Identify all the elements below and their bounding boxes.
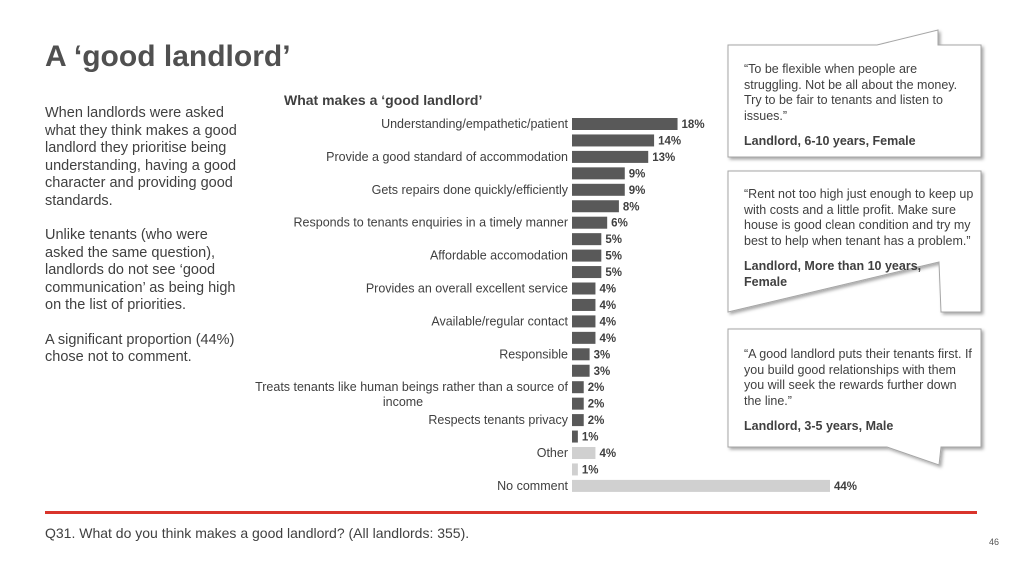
bar-8	[572, 233, 602, 246]
quote-attribution-3: Landlord, 3-5 years, Male	[744, 419, 894, 433]
value-label-17: 2%	[588, 382, 605, 394]
bar-21	[572, 447, 596, 459]
body-paragraph-2: Unlike tenants (who were asked the same …	[45, 227, 236, 313]
category-label-5: Gets repairs done quickly/efficiently	[372, 183, 569, 197]
value-label-6: 8%	[623, 201, 640, 213]
category-label-23: No comment	[497, 479, 568, 493]
value-label-15: 3%	[594, 349, 611, 361]
category-label-17: Treats tenants like human beings rather …	[255, 380, 568, 409]
quote-text-2: “Rent not too high just enough to keep u…	[744, 187, 974, 248]
category-label-13: Available/regular contact	[431, 314, 568, 328]
bar-23	[572, 479, 830, 492]
bar-6	[572, 200, 619, 213]
body-text: When landlords were asked what they thin…	[45, 105, 250, 384]
value-label-10: 5%	[605, 267, 622, 279]
value-label-22: 1%	[582, 464, 599, 476]
footer-divider	[45, 511, 977, 514]
category-label-21: Other	[537, 446, 568, 460]
value-label-4: 9%	[629, 168, 646, 180]
value-label-2: 14%	[658, 135, 681, 147]
quote-attribution-2: Landlord, More than 10 years, Female	[744, 259, 922, 289]
bar-20	[572, 430, 578, 443]
bar-7	[572, 216, 608, 229]
quote-bubble-2	[727, 170, 982, 313]
category-label-15: Responsible	[499, 347, 568, 361]
bar-17	[572, 381, 584, 394]
page-title: A ‘good landlord’	[45, 40, 291, 73]
bar-11	[572, 282, 596, 295]
quote-box-1: “To be flexible when people are struggli…	[744, 62, 976, 150]
value-label-16: 3%	[594, 366, 611, 378]
page-number: 46	[988, 537, 999, 547]
bar-1	[572, 118, 678, 130]
bar-22	[572, 463, 578, 476]
value-label-23: 44%	[834, 481, 857, 493]
bar-12	[572, 298, 596, 311]
bar-16	[572, 364, 590, 377]
value-label-9: 5%	[605, 251, 622, 263]
quote-attribution-1: Landlord, 6-10 years, Female	[744, 134, 916, 148]
quote-bubble-1	[727, 29, 982, 158]
quote-bubble-3	[727, 328, 982, 466]
quote-text-3: “A good landlord puts their tenants firs…	[744, 347, 972, 408]
value-label-11: 4%	[599, 284, 616, 296]
category-label-3: Provide a good standard of accommodation	[326, 150, 568, 164]
value-label-3: 13%	[652, 152, 675, 164]
bar-chart: 18% Understanding/empathetic/patient 14% 13…	[255, 117, 857, 493]
value-label-21: 4%	[599, 448, 616, 460]
category-label-11: Provides an overall excellent service	[366, 282, 568, 296]
value-label-1: 18%	[682, 119, 705, 131]
value-label-12: 4%	[599, 300, 616, 312]
value-label-7: 6%	[611, 218, 628, 230]
category-label-9: Affordable accomodation	[430, 249, 568, 263]
value-label-18: 2%	[588, 399, 605, 411]
bar-5	[572, 183, 625, 196]
bar-9	[572, 249, 602, 262]
category-label-7: Responds to tenants enquiries in a timel…	[294, 216, 568, 230]
bar-2	[572, 134, 655, 147]
category-label-1: Understanding/empathetic/patient	[381, 117, 568, 131]
chart-title: What makes a ‘good landlord’	[284, 92, 483, 108]
bar-13	[572, 315, 596, 328]
value-label-13: 4%	[599, 316, 616, 328]
bar-18	[572, 397, 584, 410]
quote-box-3: “A good landlord puts their tenants firs…	[744, 347, 976, 435]
value-label-8: 5%	[605, 234, 622, 246]
category-label-19: Respects tenants privacy	[428, 413, 568, 427]
value-label-14: 4%	[599, 333, 616, 345]
value-label-20: 1%	[582, 432, 599, 444]
bar-15	[572, 348, 590, 361]
bar-19	[572, 414, 584, 427]
quote-box-2: “Rent not too high just enough to keep u…	[744, 187, 976, 290]
quote-text-1: “To be flexible when people are struggli…	[744, 62, 958, 123]
value-label-5: 9%	[629, 185, 646, 197]
bar-4	[572, 167, 625, 180]
bar-3	[572, 150, 649, 163]
value-label-19: 2%	[588, 415, 605, 427]
body-paragraph-1: When landlords were asked what they thin…	[45, 105, 237, 209]
footnote: Q31. What do you think makes a good land…	[45, 525, 470, 541]
body-paragraph-3: A significant proportion (44%) chose not…	[45, 331, 235, 366]
bar-10	[572, 266, 602, 279]
bar-14	[572, 331, 596, 344]
